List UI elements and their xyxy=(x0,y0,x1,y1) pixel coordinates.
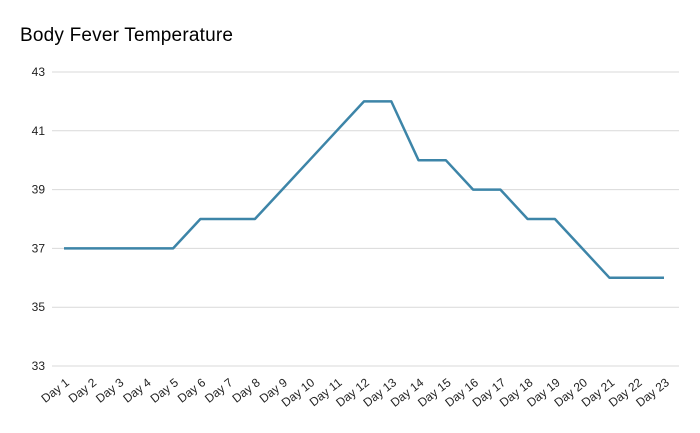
x-axis-tick-label: Day 8 xyxy=(229,375,263,406)
y-axis-tick-label: 37 xyxy=(32,241,46,255)
x-axis-tick-label: Day 3 xyxy=(93,375,127,406)
x-axis-tick-label: Day 2 xyxy=(66,375,100,406)
x-axis-tick-label: Day 4 xyxy=(120,375,154,406)
x-axis-tick-label: Day 1 xyxy=(39,375,73,406)
chart-title: Body Fever Temperature xyxy=(20,25,234,46)
x-axis-tick-label: Day 6 xyxy=(175,375,209,406)
y-axis-tick-label: 33 xyxy=(32,359,46,373)
y-axis-tick-label: 41 xyxy=(32,124,46,138)
y-axis-tick-label: 35 xyxy=(32,300,46,314)
x-axis-tick-label: Day 5 xyxy=(148,375,182,406)
y-axis-tick-label: 39 xyxy=(32,183,46,197)
y-axis-tick-label: 43 xyxy=(32,65,46,79)
temperature-line-series xyxy=(64,100,664,280)
x-axis-tick-label: Day 7 xyxy=(202,375,236,406)
